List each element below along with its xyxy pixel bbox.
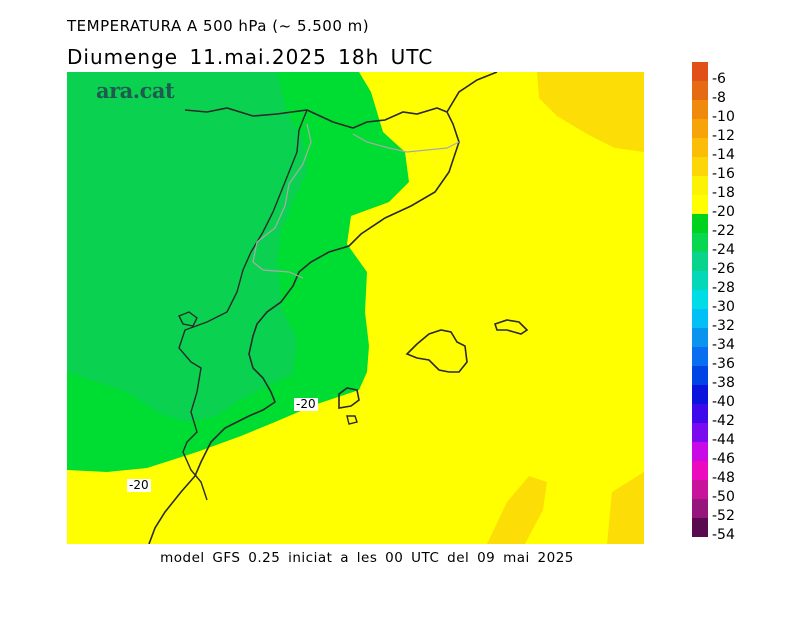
legend-label: -12 [712,128,735,144]
map-canvas [67,72,644,544]
legend-swatch [692,347,708,366]
legend-swatch [692,157,708,176]
legend-label: -30 [712,299,735,315]
contour-label: -20 [127,478,151,492]
political-border [178,109,308,501]
legend-swatch [692,290,708,309]
chart-subtitle: Diumenge 11.mai.2025 18h UTC [67,45,434,69]
legend-swatch [692,119,708,138]
temp-field-warm-s [487,476,547,544]
legend-swatch [692,480,708,499]
island-ibiza [338,387,360,409]
temp-field-green-dark [67,72,307,422]
legend-label: -52 [712,508,735,524]
temp-field-warm-se [607,472,644,544]
model-footer: model GFS 0.25 iniciat a les 00 UTC del … [160,550,574,566]
legend-swatch [692,404,708,423]
legend-swatch [692,442,708,461]
logo: ara.cat [96,78,175,103]
coastline-north [446,72,498,113]
legend-label: -18 [712,185,735,201]
coastline [148,107,460,544]
legend-swatch [692,81,708,100]
legend-swatch [692,518,708,537]
legend-label: -34 [712,337,735,353]
legend-swatch [692,214,708,233]
legend-label: -32 [712,318,735,334]
legend-swatch [692,385,708,404]
legend-swatch [692,461,708,480]
regional-border-north [352,133,460,153]
legend-label: -16 [712,166,735,182]
chart-title: TEMPERATURA A 500 hPa (~ 5.500 m) [67,17,370,35]
legend-swatch [692,309,708,328]
legend-label: -40 [712,394,735,410]
legend-label: -14 [712,147,735,163]
legend-label: -54 [712,527,735,543]
legend-swatch [692,233,708,252]
legend-swatch [692,366,708,385]
legend-label: -28 [712,280,735,296]
legend-label: -50 [712,489,735,505]
temp-field-warm-ne [537,72,644,152]
legend-label: -36 [712,356,735,372]
legend-swatch [692,176,708,195]
legend-swatch [692,328,708,347]
legend-label: -26 [712,261,735,277]
legend-label: -24 [712,242,735,258]
legend-swatch [692,138,708,157]
island-menorca [493,319,529,335]
legend-label: -48 [712,470,735,486]
regional-border [252,123,312,279]
border-detail [178,311,198,327]
legend-swatch [692,100,708,119]
legend-label: -42 [712,413,735,429]
legend-label: -22 [712,223,735,239]
legend-swatch [692,423,708,442]
legend-label: -38 [712,375,735,391]
legend-swatch [692,271,708,290]
legend-swatch [692,252,708,271]
contour-label: -20 [294,397,318,411]
legend-label: -44 [712,432,735,448]
legend-label: -6 [712,71,726,87]
legend-swatch [692,499,708,518]
legend-swatch [692,195,708,214]
legend-label: -8 [712,90,726,106]
legend-label: -10 [712,109,735,125]
legend-label: -20 [712,204,735,220]
legend-label: -46 [712,451,735,467]
island-formentera [346,415,358,425]
island-mallorca [405,329,468,373]
legend-swatch [692,62,708,81]
temperature-map [67,72,644,544]
